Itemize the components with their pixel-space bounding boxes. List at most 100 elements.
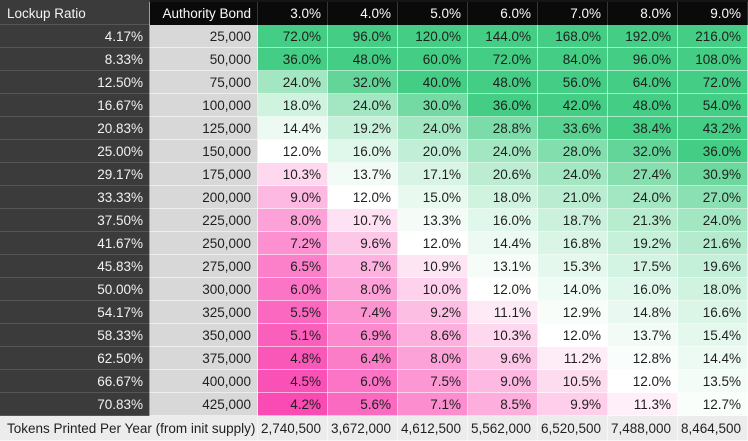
yield-cell[interactable]: 19.6% bbox=[678, 255, 748, 278]
authority-bond-cell[interactable]: 275,000 bbox=[150, 255, 258, 278]
yield-cell[interactable]: 5.5% bbox=[258, 301, 328, 324]
yield-cell[interactable]: 8.5% bbox=[468, 393, 538, 416]
yield-cell[interactable]: 12.7% bbox=[678, 393, 748, 416]
yield-cell[interactable]: 4.5% bbox=[258, 370, 328, 393]
yield-cell[interactable]: 12.0% bbox=[608, 370, 678, 393]
yield-cell[interactable]: 13.5% bbox=[678, 370, 748, 393]
yield-cell[interactable]: 12.0% bbox=[258, 140, 328, 163]
yield-cell[interactable]: 11.2% bbox=[538, 347, 608, 370]
yield-cell[interactable]: 96.0% bbox=[608, 48, 678, 71]
lockup-ratio-cell[interactable]: 12.50% bbox=[0, 71, 150, 94]
yield-cell[interactable]: 64.0% bbox=[608, 71, 678, 94]
yield-cell[interactable]: 10.9% bbox=[398, 255, 468, 278]
yield-cell[interactable]: 36.0% bbox=[678, 140, 748, 163]
yield-cell[interactable]: 84.0% bbox=[538, 48, 608, 71]
yield-cell[interactable]: 6.0% bbox=[328, 370, 398, 393]
authority-bond-cell[interactable]: 50,000 bbox=[150, 48, 258, 71]
yield-cell[interactable]: 30.9% bbox=[678, 163, 748, 186]
authority-bond-cell[interactable]: 375,000 bbox=[150, 347, 258, 370]
tokens-printed-cell[interactable]: 3,672,000 bbox=[328, 416, 398, 441]
lockup-ratio-cell[interactable]: 41.67% bbox=[0, 232, 150, 255]
authority-bond-cell[interactable]: 100,000 bbox=[150, 94, 258, 117]
yield-cell[interactable]: 7.5% bbox=[398, 370, 468, 393]
yield-cell[interactable]: 72.0% bbox=[258, 25, 328, 48]
yield-cell[interactable]: 21.3% bbox=[608, 209, 678, 232]
yield-cell[interactable]: 24.0% bbox=[678, 209, 748, 232]
lockup-ratio-cell[interactable]: 16.67% bbox=[0, 94, 150, 117]
yield-cell[interactable]: 24.0% bbox=[328, 94, 398, 117]
yield-cell[interactable]: 24.0% bbox=[258, 71, 328, 94]
yield-cell[interactable]: 144.0% bbox=[468, 25, 538, 48]
header-rate-col[interactable]: 6.0% bbox=[468, 2, 538, 25]
yield-cell[interactable]: 14.4% bbox=[468, 232, 538, 255]
yield-cell[interactable]: 14.8% bbox=[608, 301, 678, 324]
yield-cell[interactable]: 4.8% bbox=[258, 347, 328, 370]
authority-bond-cell[interactable]: 75,000 bbox=[150, 71, 258, 94]
yield-cell[interactable]: 7.4% bbox=[328, 301, 398, 324]
yield-cell[interactable]: 42.0% bbox=[538, 94, 608, 117]
yield-cell[interactable]: 12.0% bbox=[328, 186, 398, 209]
header-authority-bond[interactable]: Authority Bond bbox=[150, 2, 258, 25]
yield-cell[interactable]: 43.2% bbox=[678, 117, 748, 140]
header-rate-col[interactable]: 4.0% bbox=[328, 2, 398, 25]
yield-cell[interactable]: 6.4% bbox=[328, 347, 398, 370]
yield-cell[interactable]: 36.0% bbox=[468, 94, 538, 117]
yield-cell[interactable]: 12.8% bbox=[608, 347, 678, 370]
yield-cell[interactable]: 8.6% bbox=[398, 324, 468, 347]
lockup-ratio-cell[interactable]: 66.67% bbox=[0, 370, 150, 393]
authority-bond-cell[interactable]: 125,000 bbox=[150, 117, 258, 140]
yield-cell[interactable]: 10.3% bbox=[258, 163, 328, 186]
header-rate-col[interactable]: 8.0% bbox=[608, 2, 678, 25]
yield-cell[interactable]: 9.0% bbox=[468, 370, 538, 393]
lockup-ratio-cell[interactable]: 33.33% bbox=[0, 186, 150, 209]
yield-cell[interactable]: 24.0% bbox=[538, 163, 608, 186]
yield-cell[interactable]: 8.0% bbox=[328, 278, 398, 301]
yield-cell[interactable]: 8.0% bbox=[258, 209, 328, 232]
yield-cell[interactable]: 15.3% bbox=[538, 255, 608, 278]
yield-cell[interactable]: 28.0% bbox=[538, 140, 608, 163]
yield-cell[interactable]: 9.0% bbox=[258, 186, 328, 209]
yield-cell[interactable]: 11.1% bbox=[468, 301, 538, 324]
yield-cell[interactable]: 7.2% bbox=[258, 232, 328, 255]
lockup-ratio-cell[interactable]: 58.33% bbox=[0, 324, 150, 347]
header-rate-col[interactable]: 7.0% bbox=[538, 2, 608, 25]
yield-cell[interactable]: 72.0% bbox=[468, 48, 538, 71]
yield-cell[interactable]: 17.5% bbox=[608, 255, 678, 278]
yield-cell[interactable]: 19.2% bbox=[328, 117, 398, 140]
yield-cell[interactable]: 14.0% bbox=[538, 278, 608, 301]
yield-cell[interactable]: 32.0% bbox=[328, 71, 398, 94]
header-rate-col[interactable]: 5.0% bbox=[398, 2, 468, 25]
lockup-ratio-cell[interactable]: 45.83% bbox=[0, 255, 150, 278]
yield-cell[interactable]: 20.0% bbox=[398, 140, 468, 163]
yield-cell[interactable]: 38.4% bbox=[608, 117, 678, 140]
tokens-printed-cell[interactable]: 6,520,500 bbox=[538, 416, 608, 441]
authority-bond-cell[interactable]: 150,000 bbox=[150, 140, 258, 163]
lockup-ratio-cell[interactable]: 29.17% bbox=[0, 163, 150, 186]
tokens-printed-cell[interactable]: 4,612,500 bbox=[398, 416, 468, 441]
authority-bond-cell[interactable]: 175,000 bbox=[150, 163, 258, 186]
yield-cell[interactable]: 216.0% bbox=[678, 25, 748, 48]
yield-cell[interactable]: 18.0% bbox=[468, 186, 538, 209]
yield-cell[interactable]: 108.0% bbox=[678, 48, 748, 71]
yield-cell[interactable]: 48.0% bbox=[328, 48, 398, 71]
yield-cell[interactable]: 10.3% bbox=[468, 324, 538, 347]
yield-cell[interactable]: 14.4% bbox=[678, 347, 748, 370]
header-lockup-ratio[interactable]: Lockup Ratio bbox=[0, 2, 150, 25]
yield-cell[interactable]: 13.7% bbox=[608, 324, 678, 347]
lockup-ratio-cell[interactable]: 62.50% bbox=[0, 347, 150, 370]
yield-cell[interactable]: 33.6% bbox=[538, 117, 608, 140]
yield-cell[interactable]: 11.3% bbox=[608, 393, 678, 416]
lockup-ratio-cell[interactable]: 8.33% bbox=[0, 48, 150, 71]
lockup-ratio-cell[interactable]: 50.00% bbox=[0, 278, 150, 301]
yield-cell[interactable]: 9.2% bbox=[398, 301, 468, 324]
yield-cell[interactable]: 13.1% bbox=[468, 255, 538, 278]
yield-cell[interactable]: 6.0% bbox=[258, 278, 328, 301]
yield-cell[interactable]: 7.1% bbox=[398, 393, 468, 416]
yield-cell[interactable]: 54.0% bbox=[678, 94, 748, 117]
yield-cell[interactable]: 60.0% bbox=[398, 48, 468, 71]
yield-cell[interactable]: 16.6% bbox=[678, 301, 748, 324]
lockup-ratio-cell[interactable]: 54.17% bbox=[0, 301, 150, 324]
yield-cell[interactable]: 6.9% bbox=[328, 324, 398, 347]
yield-cell[interactable]: 13.3% bbox=[398, 209, 468, 232]
yield-cell[interactable]: 8.7% bbox=[328, 255, 398, 278]
